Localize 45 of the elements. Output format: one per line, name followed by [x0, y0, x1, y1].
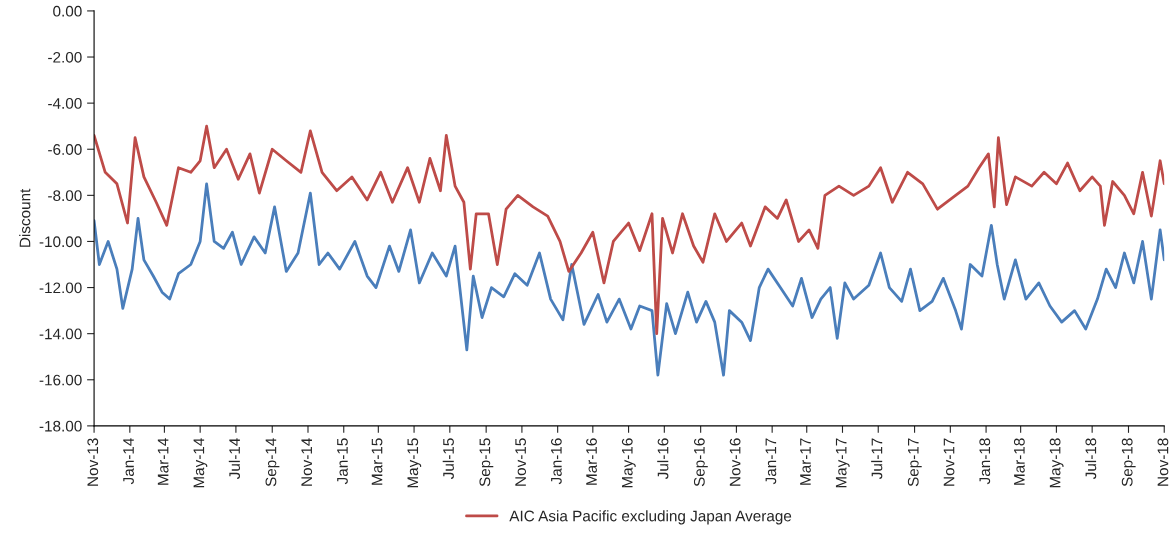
- x-tick-label: Sep-18: [1121, 438, 1136, 487]
- y-tick-label: -4.00: [48, 98, 82, 109]
- x-tick-label: May-18: [1049, 438, 1064, 488]
- y-tick-label: -10.00: [39, 236, 82, 248]
- x-tick-label: Mar-18: [1013, 438, 1025, 485]
- x-tick-label: Jan-17: [765, 438, 777, 485]
- x-tick-label: Jul-18: [1085, 438, 1097, 480]
- x-tick-label: Nov-14: [301, 438, 313, 486]
- y-tick-label: -16.00: [39, 374, 82, 386]
- x-tick-label: Nov-15: [515, 438, 527, 486]
- x-tick-label: Jul-15: [442, 438, 454, 480]
- line-series: [94, 124, 1165, 336]
- y-tick-label: -6.00: [48, 144, 82, 155]
- x-tick-label: May-15: [407, 438, 422, 488]
- legend-label: AIC Asia Pacific excluding Japan Average: [509, 510, 792, 525]
- x-tick-label: Jul-14: [228, 438, 241, 480]
- x-tick-label: Mar-15: [371, 438, 383, 485]
- x-tick-label: Jan-16: [550, 438, 562, 485]
- x-tick-label: Sep-14: [265, 438, 280, 487]
- x-tick-label: Jul-16: [657, 438, 669, 480]
- x-tick-label: Mar-14: [157, 438, 169, 485]
- x-tick-label: Sep-16: [693, 438, 708, 487]
- x-tick-label: May-14: [193, 438, 208, 488]
- line-series: [94, 182, 1165, 377]
- x-tick-label: Sep-15: [479, 438, 494, 487]
- x-tick-label: Jan-18: [979, 438, 991, 485]
- y-tick-label: -12.00: [39, 282, 82, 294]
- y-tick-label: -14.00: [39, 328, 82, 340]
- x-tick-label: Jan-15: [337, 438, 348, 485]
- x-tick-label: May-16: [621, 438, 636, 488]
- x-tick-label: Mar-16: [586, 438, 597, 485]
- y-tick-label: -2.00: [48, 51, 82, 63]
- x-tick-label: Jan-14: [123, 438, 134, 485]
- x-tick-label: Sep-17: [907, 438, 922, 487]
- x-tick-label: Jul-17: [871, 438, 883, 480]
- y-tick-label: 0.00: [53, 5, 82, 17]
- y-tick-label: -18.00: [39, 420, 82, 432]
- x-tick-label: Nov-16: [729, 438, 741, 486]
- x-tick-label: Mar-17: [800, 438, 811, 485]
- y-tick-label: -8.00: [48, 190, 82, 202]
- y-axis-title: Discount: [19, 188, 31, 247]
- x-tick-label: Nov-13: [87, 438, 99, 486]
- x-tick-label: May-17: [835, 438, 850, 488]
- x-tick-label: Nov-18: [1157, 438, 1169, 486]
- x-tick-label: Nov-17: [943, 438, 955, 486]
